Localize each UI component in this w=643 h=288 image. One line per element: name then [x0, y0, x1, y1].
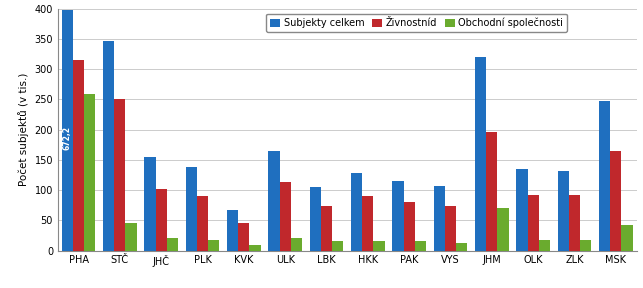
Bar	[404, 202, 415, 251]
Bar	[351, 173, 362, 251]
Bar	[280, 182, 291, 251]
Bar	[197, 196, 208, 251]
Bar	[456, 243, 467, 251]
Bar	[125, 223, 136, 251]
Bar	[73, 60, 84, 251]
Bar	[310, 187, 321, 251]
Bar	[145, 157, 156, 251]
Bar	[610, 151, 622, 251]
Bar	[156, 189, 167, 251]
Bar	[321, 206, 332, 251]
Bar	[62, 10, 73, 251]
Bar	[599, 101, 610, 251]
Y-axis label: Počet subjektů (v tis.): Počet subjektů (v tis.)	[18, 73, 29, 186]
Bar	[186, 167, 197, 251]
Bar	[486, 132, 498, 251]
Bar	[374, 241, 385, 251]
Bar	[539, 240, 550, 251]
Bar	[84, 94, 95, 251]
Bar	[558, 171, 569, 251]
Bar	[622, 225, 633, 251]
Bar	[445, 206, 456, 251]
Bar	[392, 181, 404, 251]
Text: 672,2: 672,2	[63, 126, 72, 150]
Bar	[362, 196, 374, 251]
Bar	[580, 240, 592, 251]
Bar	[528, 195, 539, 251]
Bar	[415, 241, 426, 251]
Bar	[269, 151, 280, 251]
Bar	[167, 238, 178, 251]
Bar	[239, 223, 249, 251]
Bar	[103, 41, 114, 251]
Bar	[249, 245, 260, 251]
Legend: Subjekty celkem, Živnostníd, Obchodní společnosti: Subjekty celkem, Živnostníd, Obchodní sp…	[266, 14, 567, 32]
Bar	[516, 169, 528, 251]
Bar	[434, 186, 445, 251]
Bar	[291, 238, 302, 251]
Bar	[227, 210, 239, 251]
Bar	[498, 208, 509, 251]
Bar	[569, 195, 580, 251]
Bar	[475, 57, 486, 251]
Bar	[114, 99, 125, 251]
Bar	[332, 241, 343, 251]
Bar	[208, 240, 219, 251]
